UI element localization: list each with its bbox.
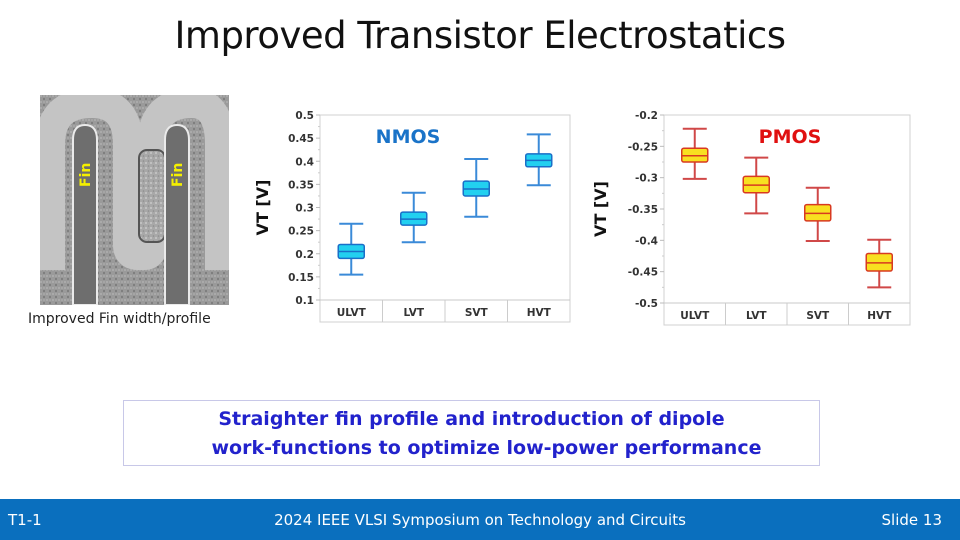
svg-text:LVT: LVT bbox=[746, 310, 767, 322]
svg-text:-0.35: -0.35 bbox=[628, 204, 658, 216]
key-takeaway-callout: Straighter fin profile and introduction … bbox=[123, 400, 820, 466]
svg-text:0.5: 0.5 bbox=[295, 110, 314, 122]
nmos-box-plot: 0.5 0.45 0.4 0.35 0.3 0.25 0.2 0.15 0.1 VT [V] ULV… bbox=[253, 110, 571, 323]
svg-text:SVT: SVT bbox=[806, 310, 830, 322]
svg-text:0.3: 0.3 bbox=[295, 203, 314, 215]
svg-text:ULVT: ULVT bbox=[337, 307, 367, 319]
svg-text:0.1: 0.1 bbox=[295, 295, 314, 307]
svg-text:0.25: 0.25 bbox=[288, 226, 314, 238]
svg-text:-0.4: -0.4 bbox=[635, 235, 658, 247]
slide-number: Slide 13 bbox=[881, 511, 942, 529]
conference-name: 2024 IEEE VLSI Symposium on Technology a… bbox=[274, 511, 686, 529]
session-id: T1-1 bbox=[8, 511, 42, 529]
svg-text:0.4: 0.4 bbox=[295, 156, 314, 168]
svg-text:0.15: 0.15 bbox=[288, 272, 314, 284]
callout-line-2: work-functions to optimize low-power per… bbox=[211, 437, 762, 459]
fin-sem-image: Fin Fin bbox=[40, 95, 229, 305]
svg-text:-0.45: -0.45 bbox=[628, 267, 658, 279]
svg-text:-0.2: -0.2 bbox=[635, 110, 658, 122]
nmos-vt-chart: 0.5 0.45 0.4 0.35 0.3 0.25 0.2 0.15 0.1 VT [V] ULV… bbox=[250, 105, 580, 330]
fin-label-2: Fin bbox=[170, 163, 186, 187]
slide-title: Improved Transistor Electrostatics bbox=[174, 14, 786, 57]
pmos-box-plot: -0.2 -0.25 -0.3 -0.35 -0.4 -0.45 -0.5 VT [V] ULV… bbox=[591, 110, 911, 326]
image-caption: Improved Fin width/profile bbox=[28, 311, 211, 327]
svg-text:VT [V]: VT [V] bbox=[253, 180, 272, 236]
svg-text:ULVT: ULVT bbox=[680, 310, 710, 322]
svg-text:HVT: HVT bbox=[867, 310, 892, 322]
fin-cross-section-illustration: Fin Fin bbox=[40, 95, 229, 305]
svg-text:0.35: 0.35 bbox=[288, 179, 314, 191]
svg-text:-0.3: -0.3 bbox=[635, 173, 658, 185]
svg-text:-0.25: -0.25 bbox=[628, 141, 658, 153]
svg-text:PMOS: PMOS bbox=[759, 126, 822, 148]
callout-line-1: Straighter fin profile and introduction … bbox=[218, 408, 725, 430]
svg-text:NMOS: NMOS bbox=[376, 126, 441, 148]
svg-text:VT [V]: VT [V] bbox=[591, 181, 610, 237]
svg-text:0.45: 0.45 bbox=[288, 133, 314, 145]
slide-footer: T1-1 2024 IEEE VLSI Symposium on Technol… bbox=[0, 499, 960, 540]
svg-text:LVT: LVT bbox=[403, 307, 424, 319]
svg-text:HVT: HVT bbox=[527, 307, 552, 319]
svg-text:SVT: SVT bbox=[465, 307, 489, 319]
svg-text:0.2: 0.2 bbox=[295, 249, 314, 261]
pmos-vt-chart: -0.2 -0.25 -0.3 -0.35 -0.4 -0.45 -0.5 VT [V] ULV… bbox=[590, 105, 920, 330]
svg-text:-0.5: -0.5 bbox=[635, 298, 658, 310]
fin-label-1: Fin bbox=[78, 163, 94, 187]
